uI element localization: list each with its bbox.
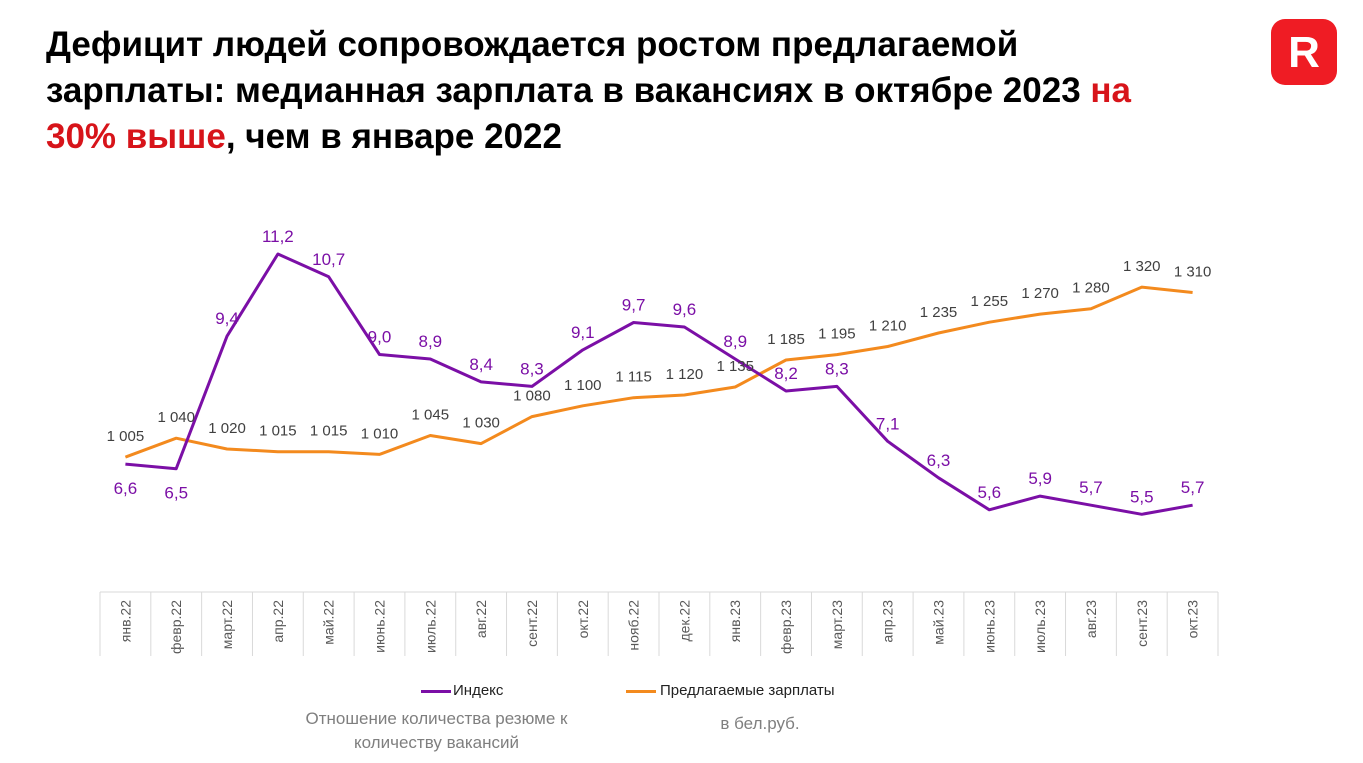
series-line-salary: [124, 285, 1193, 459]
x-tick-label: июнь.23: [981, 600, 997, 653]
index-data-label: 8,9: [418, 332, 442, 351]
index-data-label: 9,0: [368, 327, 392, 346]
x-tick-label: авг.23: [1083, 600, 1099, 638]
index-data-label: 9,7: [622, 295, 646, 314]
index-data-label: 8,2: [774, 364, 798, 383]
salary-data-label: 1 310: [1174, 264, 1212, 281]
x-tick-label: апр.23: [880, 600, 896, 643]
x-tick-label: май.22: [321, 600, 337, 645]
index-data-label: 5,7: [1079, 478, 1103, 497]
brand-logo: R: [1271, 19, 1337, 85]
index-data-label: 8,3: [825, 359, 849, 378]
x-tick-label: сент.22: [524, 600, 540, 647]
index-data-label: 11,2: [262, 227, 294, 246]
x-tick-label: июль.22: [422, 600, 438, 653]
salary-data-label: 1 015: [259, 423, 297, 440]
page-title: Дефицит людей сопровождается ростом пред…: [46, 22, 1206, 160]
index-data-label: 9,4: [215, 309, 239, 328]
salary-note: в бел.руб.: [720, 714, 800, 733]
index-data-label: 8,3: [520, 359, 544, 378]
x-tick-label: март.23: [829, 600, 845, 649]
legend-index-swatch: [421, 690, 451, 693]
x-tick-label: окт.22: [575, 600, 591, 639]
x-tick-label: нояб.22: [626, 600, 642, 651]
index-data-label: 5,6: [977, 483, 1001, 502]
index-data-label: 9,6: [673, 300, 697, 319]
index-note: Отношение количества резюме к количеству…: [305, 709, 568, 752]
x-tick-label: февр.23: [778, 600, 794, 654]
x-tick-label: янв.22: [117, 600, 133, 642]
x-tick-label: апр.22: [270, 600, 286, 643]
index-data-label: 8,9: [723, 332, 747, 351]
x-tick-label: июнь.22: [372, 600, 388, 653]
salary-data-label: 1 080: [513, 388, 551, 405]
index-data-label: 8,4: [469, 355, 493, 374]
index-data-label: 9,1: [571, 323, 595, 342]
logo-r-icon: R: [1288, 28, 1320, 77]
index-data-label: 5,5: [1130, 487, 1154, 506]
salary-data-label: 1 270: [1021, 285, 1059, 302]
salary-data-label: 1 120: [666, 366, 704, 383]
svg-text:R: R: [1288, 28, 1320, 77]
title-highlight: на 30% выше: [46, 71, 1131, 156]
salary-data-label: 1 280: [1072, 280, 1110, 297]
title-part-2: , чем в январе 2022: [225, 117, 562, 156]
salary-data-label: 1 010: [361, 425, 399, 442]
index-data-label: 10,7: [312, 250, 345, 269]
x-tick-label: июль.23: [1032, 600, 1048, 653]
x-tick-label: март.22: [219, 600, 235, 649]
index-data-label: 6,6: [114, 479, 138, 498]
x-tick-label: янв.23: [727, 600, 743, 642]
salary-data-label: 1 115: [615, 369, 651, 386]
salary-data-label: 1 135: [716, 358, 754, 375]
legend-salary-swatch: [626, 690, 656, 693]
salary-data-label: 1 040: [157, 409, 195, 426]
salary-data-label: 1 030: [462, 415, 500, 432]
salary-data-label: 1 015: [310, 423, 348, 440]
x-tick-label: сент.23: [1134, 600, 1150, 647]
salary-data-label: 1 235: [920, 304, 958, 321]
index-data-label: 5,9: [1028, 469, 1052, 488]
series-line-index: [125, 252, 1193, 516]
index-data-label: 6,3: [927, 451, 951, 470]
x-tick-label: окт.23: [1185, 600, 1201, 639]
title-part-1: Дефицит людей сопровождается ростом пред…: [46, 25, 1091, 110]
salary-data-label: 1 210: [869, 317, 907, 334]
index-data-label: 5,7: [1181, 478, 1205, 497]
x-tick-label: май.23: [931, 600, 947, 645]
salary-data-label: 1 195: [818, 326, 856, 343]
legend-index-label: Индекс: [453, 682, 504, 699]
salary-data-label: 1 255: [971, 293, 1009, 310]
salary-data-label: 1 320: [1123, 258, 1161, 275]
x-tick-label: авг.22: [473, 600, 489, 638]
salary-data-label: 1 045: [412, 407, 450, 424]
index-data-label: 6,5: [164, 484, 188, 503]
x-tick-label: февр.22: [168, 600, 184, 654]
salary-data-label: 1 185: [767, 331, 805, 348]
x-tick-label: дек.22: [676, 600, 692, 642]
salary-data-label: 1 100: [564, 377, 602, 394]
salary-data-label: 1 005: [107, 428, 145, 445]
salary-data-label: 1 020: [208, 420, 246, 437]
legend-salary-label: Предлагаемые зарплаты: [660, 682, 835, 699]
index-data-label: 7,1: [876, 414, 900, 433]
